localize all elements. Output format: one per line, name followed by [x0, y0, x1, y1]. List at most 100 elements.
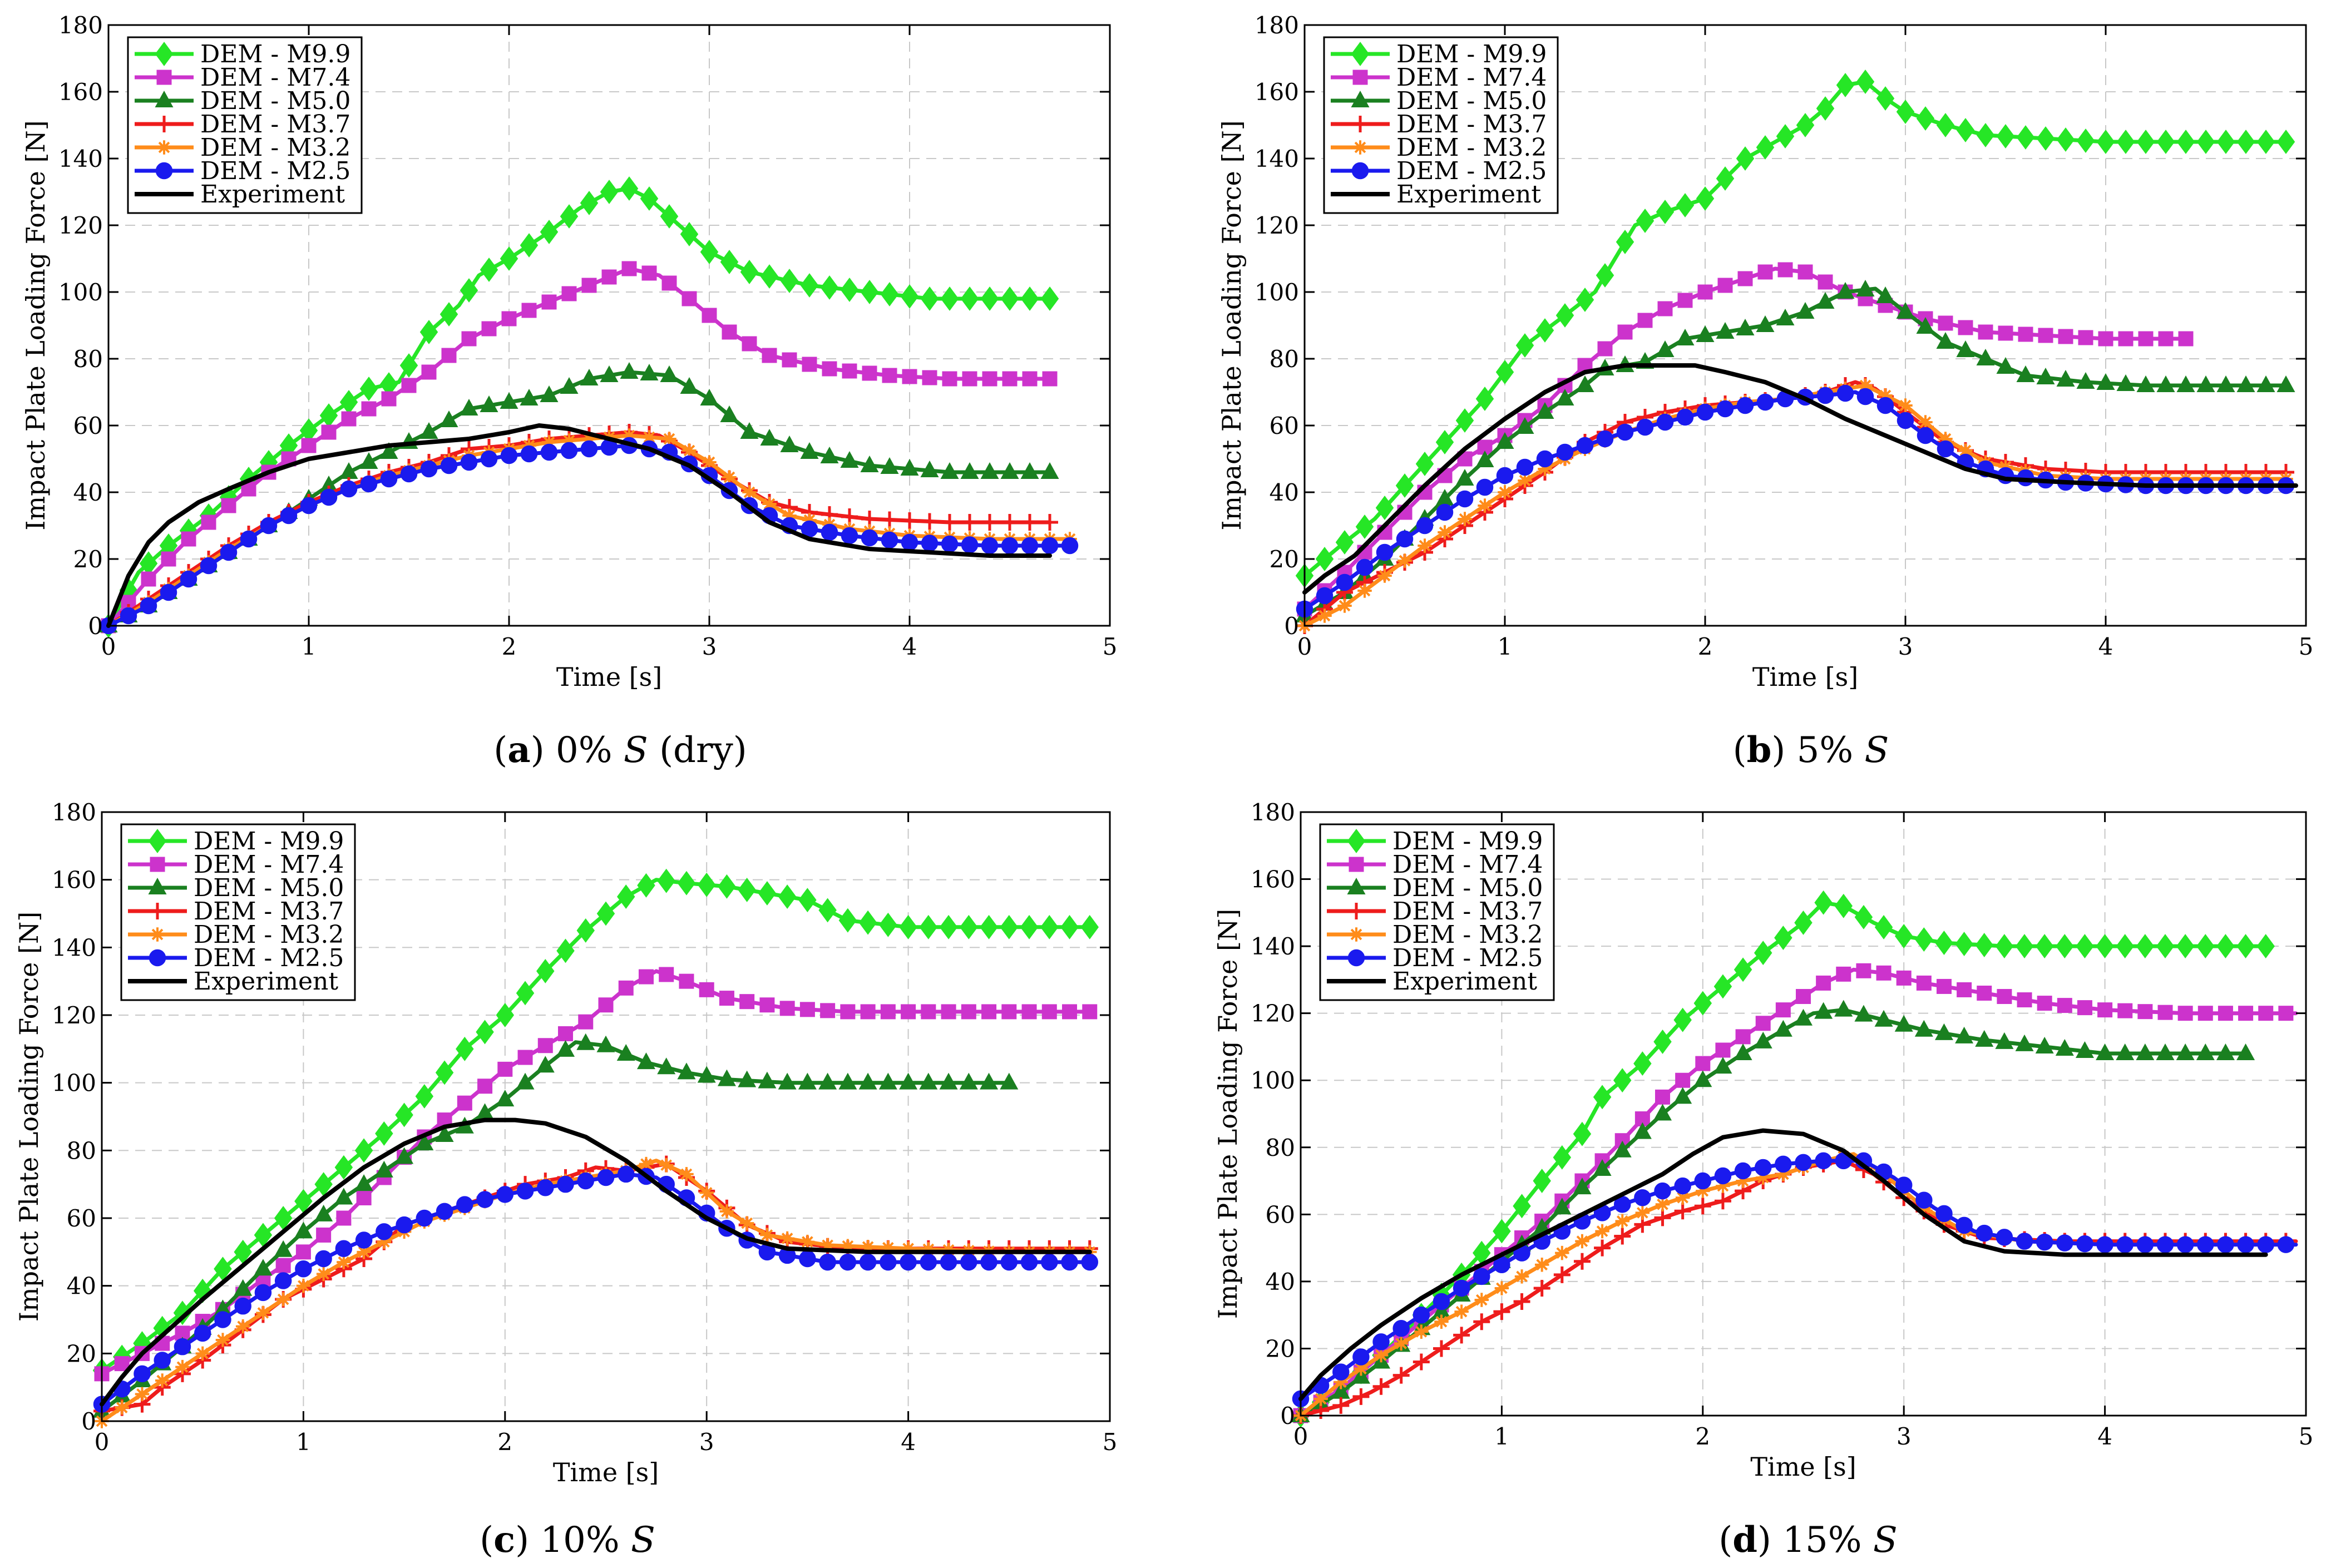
series-marker — [234, 1279, 253, 1296]
legend-marker — [157, 140, 171, 155]
series-marker — [921, 513, 938, 530]
series-marker — [1856, 388, 1874, 405]
series-marker — [560, 377, 579, 394]
series-marker — [1876, 86, 1895, 111]
series-marker — [780, 269, 799, 293]
series-marker — [1000, 462, 1019, 479]
series-marker — [2017, 992, 2032, 1008]
series-marker — [1995, 934, 2014, 959]
series-marker — [1553, 1145, 1572, 1170]
series-marker — [1978, 324, 1993, 340]
series-marker — [1697, 284, 1713, 300]
series-marker — [2016, 365, 2035, 382]
series-marker — [1496, 467, 1514, 484]
series-marker — [859, 1253, 877, 1271]
series-marker — [2037, 996, 2052, 1011]
series-marker — [780, 1231, 794, 1246]
series-marker — [1713, 974, 1732, 999]
series-marker — [1616, 230, 1634, 254]
caption-paren: ( — [480, 1520, 493, 1561]
series-marker — [800, 1234, 815, 1249]
series-marker — [1854, 1005, 1873, 1022]
x-tick-label: 4 — [2097, 1423, 2112, 1450]
series-marker — [2036, 1233, 2053, 1251]
series-marker — [220, 543, 238, 561]
panel-caption: (c) 10% S — [480, 1519, 655, 1561]
series-marker — [596, 1035, 615, 1052]
legend-entry: DEM - M9.9 — [128, 827, 344, 855]
series-marker — [294, 1221, 313, 1239]
series-marker — [861, 529, 878, 547]
caption-paren: ) — [515, 1520, 540, 1561]
series-marker — [1976, 1224, 1993, 1242]
series-marker — [276, 1292, 290, 1307]
series-marker — [637, 873, 655, 898]
series-marker — [719, 991, 734, 1006]
y-tick-label: 60 — [73, 412, 103, 439]
series-marker — [120, 607, 137, 625]
series-marker — [254, 1259, 273, 1276]
series-marker — [618, 980, 634, 996]
series-marker — [1936, 332, 1955, 349]
legend-entry: DEM - M3.2 — [1327, 921, 1543, 949]
series-marker — [759, 997, 775, 1013]
y-tick-label: 180 — [1251, 799, 1295, 826]
series-marker — [558, 1026, 574, 1041]
series-marker — [141, 571, 156, 587]
series-marker — [1677, 293, 1693, 308]
series-marker — [1816, 387, 1834, 404]
series-marker — [1976, 123, 1995, 147]
series-marker — [659, 1158, 674, 1173]
series-marker — [1476, 478, 1494, 496]
series-marker — [1021, 537, 1039, 555]
series-marker — [2156, 375, 2175, 392]
series-marker — [577, 1172, 595, 1190]
series-marker — [440, 457, 458, 474]
series-marker — [660, 365, 679, 382]
series-marker — [2236, 934, 2255, 959]
legend-entry: DEM - M3.2 — [1331, 133, 1547, 162]
series-experiment — [106, 423, 1052, 628]
series-marker — [396, 1216, 413, 1234]
series-marker — [135, 1387, 150, 1402]
series-marker — [2117, 1003, 2133, 1018]
series-marker — [858, 910, 877, 935]
series-marker — [234, 1297, 251, 1315]
legend-label: DEM - M9.9 — [200, 40, 350, 68]
series-marker — [1918, 415, 1933, 429]
series-marker — [521, 303, 537, 318]
series-marker — [1656, 413, 1674, 431]
series-marker — [2257, 1236, 2274, 1253]
series-marker — [1975, 933, 1994, 958]
series-marker — [1020, 286, 1039, 311]
series-marker — [960, 1253, 977, 1271]
series-marker — [820, 447, 839, 463]
series-marker — [881, 1240, 896, 1255]
series-dem-m9-9 — [1295, 70, 2295, 588]
series-marker — [1397, 553, 1412, 568]
series-marker — [336, 1210, 352, 1226]
series-line — [1302, 363, 2298, 595]
series-marker — [2136, 934, 2155, 959]
series-marker — [354, 1174, 373, 1191]
series-marker — [2057, 998, 2072, 1013]
series-marker — [2176, 1043, 2195, 1060]
series-marker — [1696, 403, 1714, 421]
series-marker — [1915, 1191, 1933, 1209]
y-tick-label: 100 — [1255, 279, 1299, 306]
series-marker — [862, 365, 877, 381]
series-marker — [760, 1228, 774, 1243]
y-tick-label: 100 — [58, 279, 103, 306]
series-marker — [235, 1319, 250, 1334]
axes-frame — [1300, 811, 2307, 1417]
legend-marker — [1347, 878, 1366, 894]
series-marker — [1775, 1002, 1791, 1018]
y-tick-label: 40 — [1270, 479, 1299, 506]
series-marker — [819, 1253, 836, 1271]
series-marker — [536, 1056, 555, 1073]
series-marker — [2196, 1043, 2215, 1060]
series-marker — [1715, 1042, 1731, 1058]
series-marker — [860, 456, 879, 472]
series-marker — [1515, 333, 1534, 358]
series-marker — [1575, 1234, 1589, 1249]
